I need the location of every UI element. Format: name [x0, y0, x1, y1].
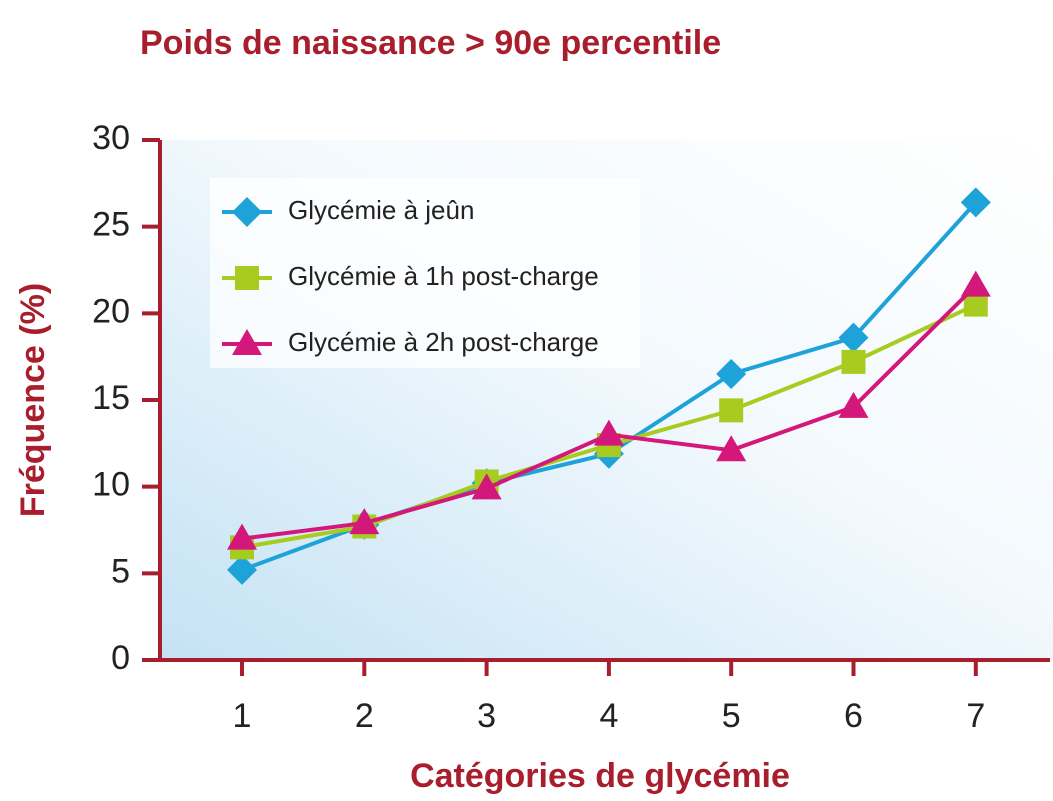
y-tick-label: 10	[92, 466, 130, 504]
x-tick-label: 5	[722, 697, 741, 735]
y-tick-label: 30	[92, 119, 130, 157]
x-tick-label: 3	[477, 697, 496, 735]
marker	[838, 322, 869, 353]
marker	[227, 554, 257, 585]
marker	[716, 359, 747, 389]
y-tick-label: 25	[92, 206, 130, 244]
y-tick-label: 15	[92, 379, 130, 417]
marker	[235, 266, 259, 290]
y-tick-label: 5	[111, 552, 130, 590]
legend-label: Glycémie à jeûn	[288, 195, 474, 225]
x-axis-label: Catégories de glycémie	[410, 757, 790, 795]
x-tick-label: 1	[233, 697, 252, 735]
y-tick-label: 0	[111, 639, 130, 677]
x-tick-label: 4	[599, 697, 618, 735]
x-tick-label: 6	[844, 697, 863, 735]
y-axis-label: Fréquence (%)	[14, 283, 52, 517]
marker	[471, 473, 502, 500]
marker	[227, 523, 257, 550]
marker	[232, 197, 262, 227]
marker	[716, 435, 747, 462]
marker	[960, 187, 991, 218]
x-tick-label: 7	[966, 697, 985, 735]
marker	[593, 419, 624, 446]
x-tick-label: 2	[355, 697, 374, 735]
marker	[960, 270, 991, 297]
chart-title: Poids de naissance > 90e percentile	[140, 24, 721, 62]
marker	[232, 329, 262, 355]
marker	[719, 398, 744, 423]
marker	[838, 391, 869, 418]
legend-label: Glycémie à 2h post-charge	[288, 327, 599, 357]
marker	[841, 349, 866, 374]
y-tick-label: 20	[92, 292, 130, 330]
marker	[963, 292, 988, 317]
legend-box	[210, 178, 640, 368]
legend-label: Glycémie à 1h post-charge	[288, 261, 599, 291]
marker	[349, 508, 380, 535]
legend: Glycémie à jeûn Glycémie à 1h post-charge…	[210, 178, 640, 368]
